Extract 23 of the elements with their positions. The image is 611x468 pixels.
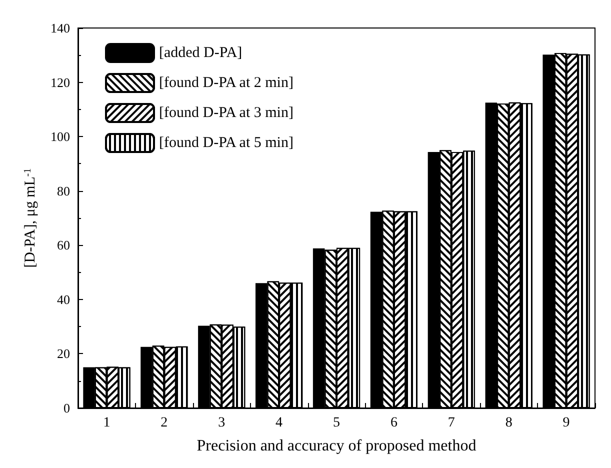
y-tick-label: 60 [57, 238, 70, 253]
legend-label: [found D-PA at 3 min] [159, 105, 294, 121]
x-tick-label: 1 [103, 416, 110, 430]
y-tick-label: 140 [50, 20, 70, 36]
y-tick-label: 100 [50, 129, 70, 144]
x-tick-label: 2 [160, 416, 168, 430]
y-tick-label: 40 [57, 292, 70, 307]
x-tick-label: 3 [218, 416, 226, 430]
y-tick-label: 80 [57, 183, 70, 198]
x-tick-label: 4 [276, 416, 283, 430]
legend-label: [found D-PA at 5 min] [159, 135, 294, 151]
x-tick-label: 7 [448, 416, 455, 430]
y-tick-label: 120 [50, 74, 70, 90]
x-tick-label: 5 [333, 416, 340, 430]
y-tick-label: 0 [64, 400, 70, 416]
legend-label: [added D-PA] [159, 45, 242, 61]
x-tick-label: 8 [505, 416, 512, 430]
x-tick-label: 9 [562, 416, 570, 430]
y-tick-label: 20 [57, 346, 70, 362]
x-axis-title: Precision and accuracy of proposed method [196, 438, 476, 454]
x-tick-label: 6 [390, 416, 398, 430]
y-axis-title: [D-PA], μg mL-1 [22, 168, 38, 268]
legend-label: [found D-PA at 2 min] [159, 75, 294, 91]
